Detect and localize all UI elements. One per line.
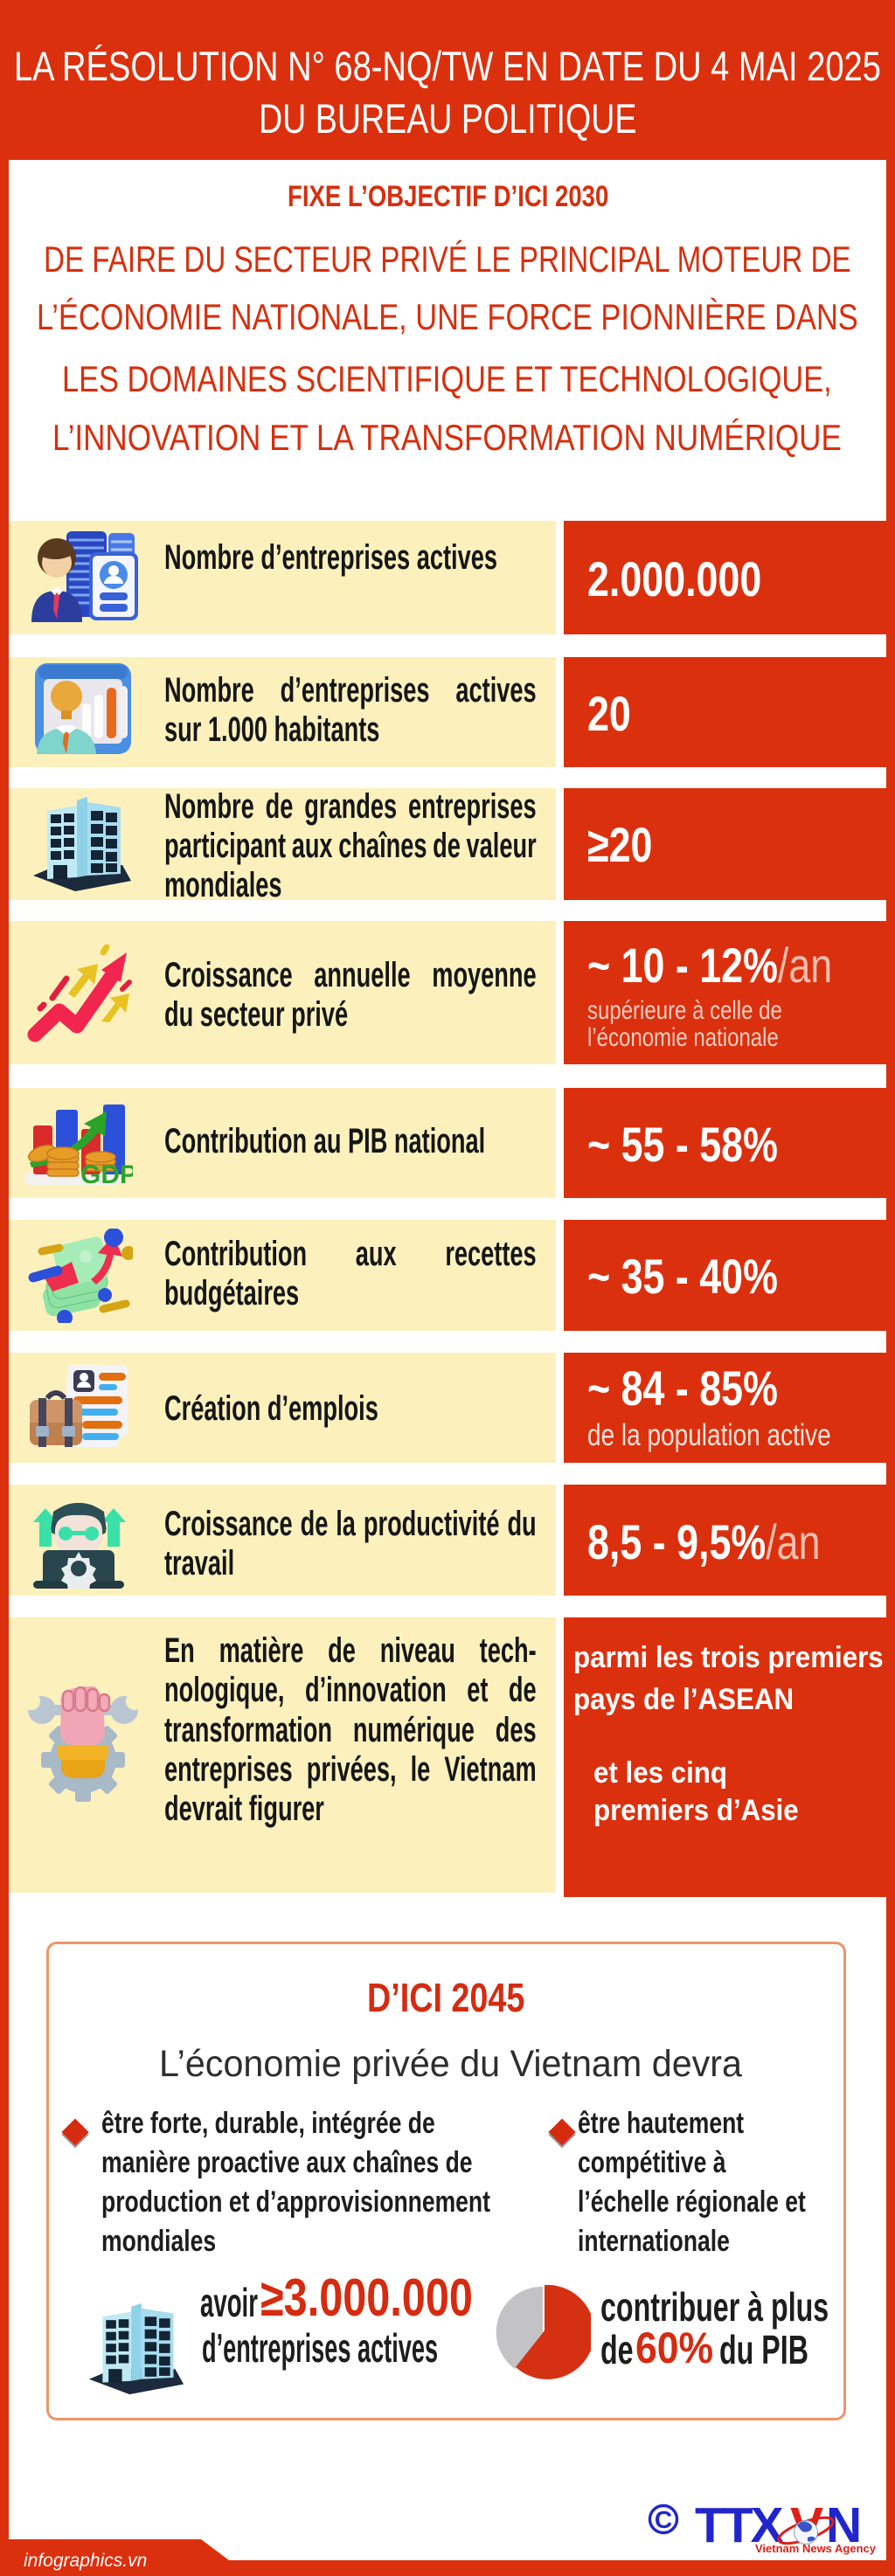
- svg-text:C: C: [655, 2506, 672, 2533]
- svg-text:TTX: TTX: [695, 2497, 784, 2553]
- svg-text:Vietnam News Agency: Vietnam News Agency: [755, 2542, 877, 2555]
- svg-text:infographics.vn: infographics.vn: [24, 2551, 147, 2571]
- svg-text:GDP: GDP: [80, 1160, 133, 1188]
